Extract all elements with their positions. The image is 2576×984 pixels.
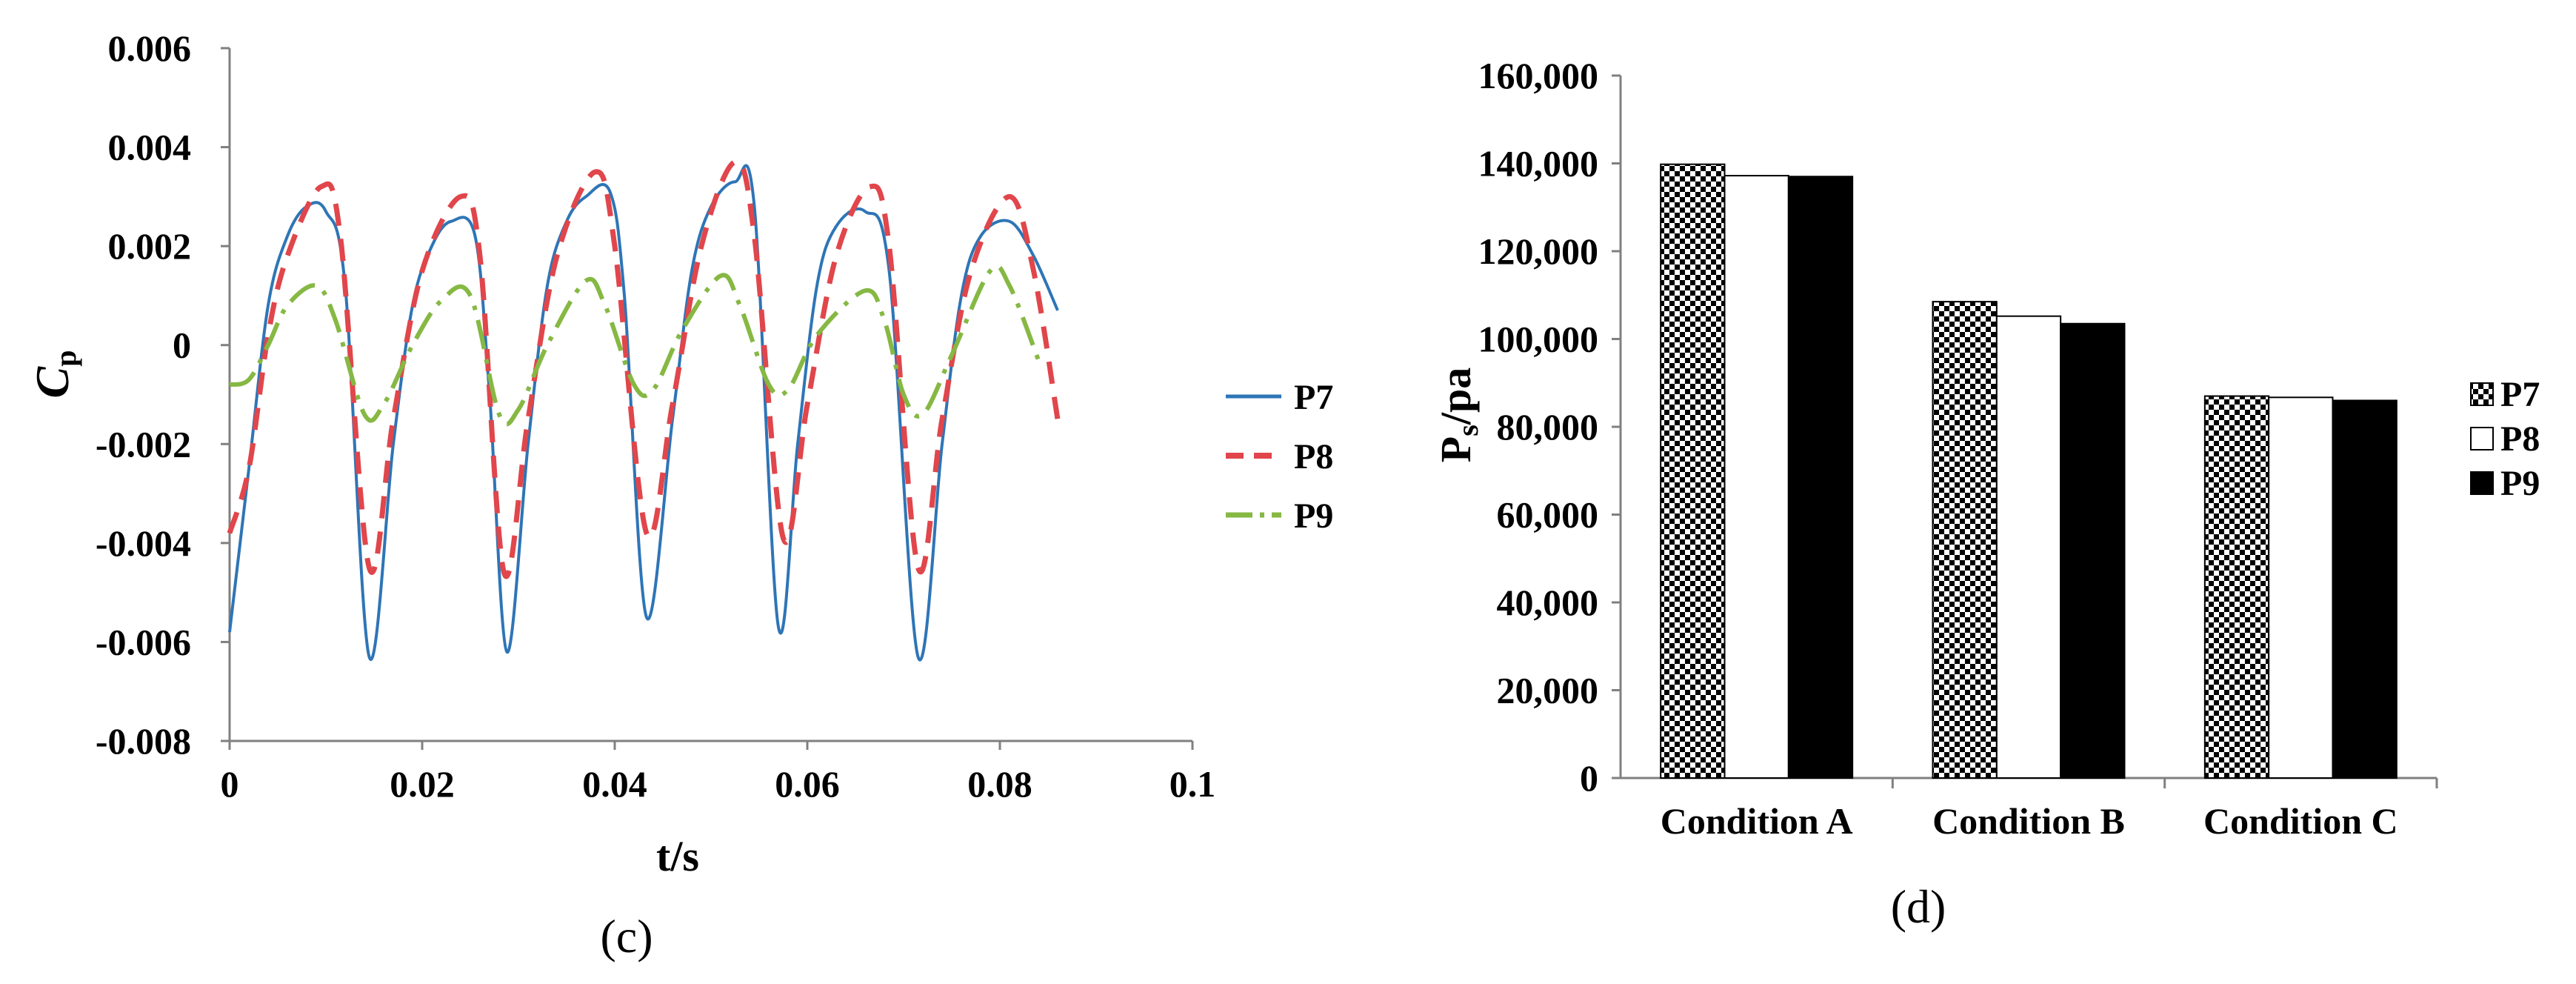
legend-label-p9: P9: [1294, 496, 1333, 536]
bar-chart-category-labels: Condition A Condition B Condition C: [1661, 778, 2438, 842]
bar-p9: [2060, 322, 2126, 779]
legend-swatch-p8: [2470, 427, 2494, 451]
legend-label-p9: P9: [2500, 464, 2540, 503]
line-chart-x-tick-label: 0.08: [967, 763, 1032, 805]
bar-chart-panel-label: (d): [1891, 880, 1946, 933]
line-chart-y-tick-label: 0.004: [108, 127, 192, 168]
legend-label-p8: P8: [1294, 437, 1333, 476]
line-chart-x-tick-label: 0.1: [1169, 763, 1216, 805]
bar-chart-y-tick-label: 160,000: [1478, 55, 1599, 96]
bar-chart-category-label: Condition A: [1661, 800, 1853, 842]
line-chart-panel: -0.008 -0.006 -0.004 -0.002 0 0.002 0.004 0.006…: [26, 27, 1333, 963]
bar-chart-y-tick-label: 80,000: [1497, 406, 1599, 448]
line-chart-y-tick-label: -0.006: [96, 621, 191, 662]
line-chart-y-tick-label: -0.008: [96, 720, 191, 762]
legend-swatch-p9: [2470, 471, 2494, 495]
bar-chart-y-ticks: 0 20,000 40,000 60,000 80,000 100,000 120,000 1…: [1478, 55, 1621, 799]
bar-p8: [1995, 315, 2062, 779]
bar-chart-y-tick-label: 20,000: [1497, 670, 1599, 711]
bar-p7: [1932, 301, 1998, 779]
line-chart-y-axis-title: Cp: [26, 350, 82, 399]
bar-p7: [2203, 395, 2270, 779]
line-chart-y-tick-label: 0.002: [108, 225, 192, 267]
bar-chart-legend: P7 P8 P9: [2470, 375, 2540, 503]
series-line-p7: [228, 164, 1059, 662]
series-line-p9: [229, 264, 1041, 427]
line-chart-y-ticks: -0.008 -0.006 -0.004 -0.002 0 0.002 0.004 0.006: [96, 27, 230, 762]
bar-chart-y-tick-label: 140,000: [1478, 143, 1599, 184]
line-chart-y-tick-label: -0.004: [96, 522, 191, 564]
line-chart-axes: [228, 48, 1192, 742]
line-chart-x-tick-label: 0: [221, 763, 239, 805]
line-chart-x-tick-label: 0.04: [582, 763, 647, 805]
bar-chart-y-axis-title: Ps/pa: [1432, 368, 1484, 462]
bar-chart-y-tick-label: 60,000: [1497, 494, 1599, 536]
bar-p9: [2332, 399, 2398, 779]
line-chart-y-tick-label: -0.002: [96, 423, 191, 465]
bar-chart-panel: 0 20,000 40,000 60,000 80,000 100,000 120,000 1…: [1432, 55, 2540, 933]
bar-chart-category-label: Condition B: [1932, 800, 2125, 842]
line-chart-y-tick-label: 0.006: [108, 27, 192, 69]
line-chart-x-ticks: 0 0.02 0.04 0.06 0.08 0.1: [221, 741, 1216, 805]
legend-label-p8: P8: [2500, 419, 2540, 459]
bar-chart-y-tick-label: 120,000: [1478, 230, 1599, 272]
bar-chart-bars: [1660, 163, 2398, 779]
line-chart-series: [227, 159, 1061, 662]
legend-label-p7: P7: [2500, 375, 2540, 414]
line-chart-x-axis-title: t/s: [656, 832, 699, 880]
bar-chart-y-tick-label: 40,000: [1497, 582, 1599, 623]
line-chart-y-tick-label: 0: [173, 325, 191, 366]
line-chart-panel-label: (c): [600, 910, 653, 963]
bar-chart-category-label: Condition C: [2203, 800, 2398, 842]
bar-p7: [1660, 163, 1726, 779]
line-chart-x-tick-label: 0.06: [775, 763, 840, 805]
bar-chart-y-tick-label: 0: [1580, 757, 1598, 799]
bar-p9: [1787, 176, 1854, 779]
series-line-p8: [227, 159, 1061, 579]
line-chart-x-tick-label: 0.02: [390, 763, 455, 805]
bar-chart-y-tick-label: 100,000: [1478, 319, 1599, 360]
legend-swatch-p7: [2470, 382, 2494, 406]
legend-label-p7: P7: [1294, 378, 1333, 417]
bar-p8: [2268, 396, 2334, 779]
bar-p8: [1724, 175, 1789, 779]
line-chart-legend: P7 P8 P9: [1226, 378, 1333, 536]
